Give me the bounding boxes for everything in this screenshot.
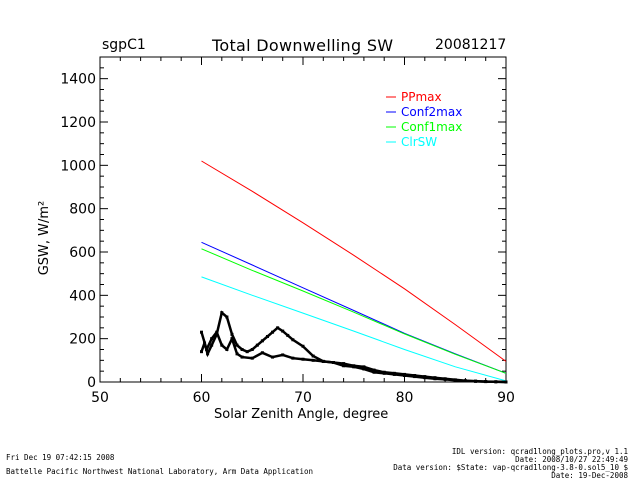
x-tick-label: 80 [396,390,414,406]
footer-timestamp: Fri Dec 19 07:42:15 2008 [6,453,115,462]
footer-idl-date: Date: 2008/10/27 22:49:49 [515,455,628,464]
date-label: 20081217 [435,37,507,53]
series-line-ppmax [201,160,507,362]
y-axis-label: GSW, W/m² [37,200,52,276]
footer-idl-version: IDL version: qcrad1long_plots.pro,v 1.1 [451,447,628,456]
site-label: sgpC1 [102,37,146,53]
y-tick-label: 1400 [60,72,96,88]
series-line-5 [200,329,507,384]
chart-title: Total Downwelling SW [212,36,394,55]
series-line-conf1max [201,248,507,374]
legend-label: Conf2max [401,105,462,119]
x-tick-label: 50 [91,390,109,406]
x-tick-label: 70 [294,390,312,406]
x-tick-label: 60 [193,390,211,406]
y-tick-label: 200 [69,332,96,348]
y-tick-label: 600 [69,245,96,261]
y-tick-label: 0 [87,375,96,391]
legend-label: ClrSW [401,135,437,149]
series-line-conf2max [201,241,507,374]
y-tick-label: 400 [69,288,96,304]
y-tick-label: 1000 [60,158,96,174]
series-line-4 [200,310,507,384]
footer-lab: Battelle Pacific Northwest National Labo… [6,467,314,476]
footer-data-version: Data version: $State: vap-qcrad1long-3.8… [393,463,628,472]
x-tick-label: 90 [497,390,515,406]
series-line-clrsw [201,276,507,382]
legend-label: PPmax [401,90,442,104]
x-axis-label: Solar Zenith Angle, degree [214,407,389,422]
data-point-5 [200,330,203,334]
y-tick-label: 800 [69,202,96,218]
y-tick-label: 1200 [60,115,96,131]
legend-label: Conf1max [401,120,462,134]
footer-data-date: Date: 19-Dec-2008 [551,471,628,480]
